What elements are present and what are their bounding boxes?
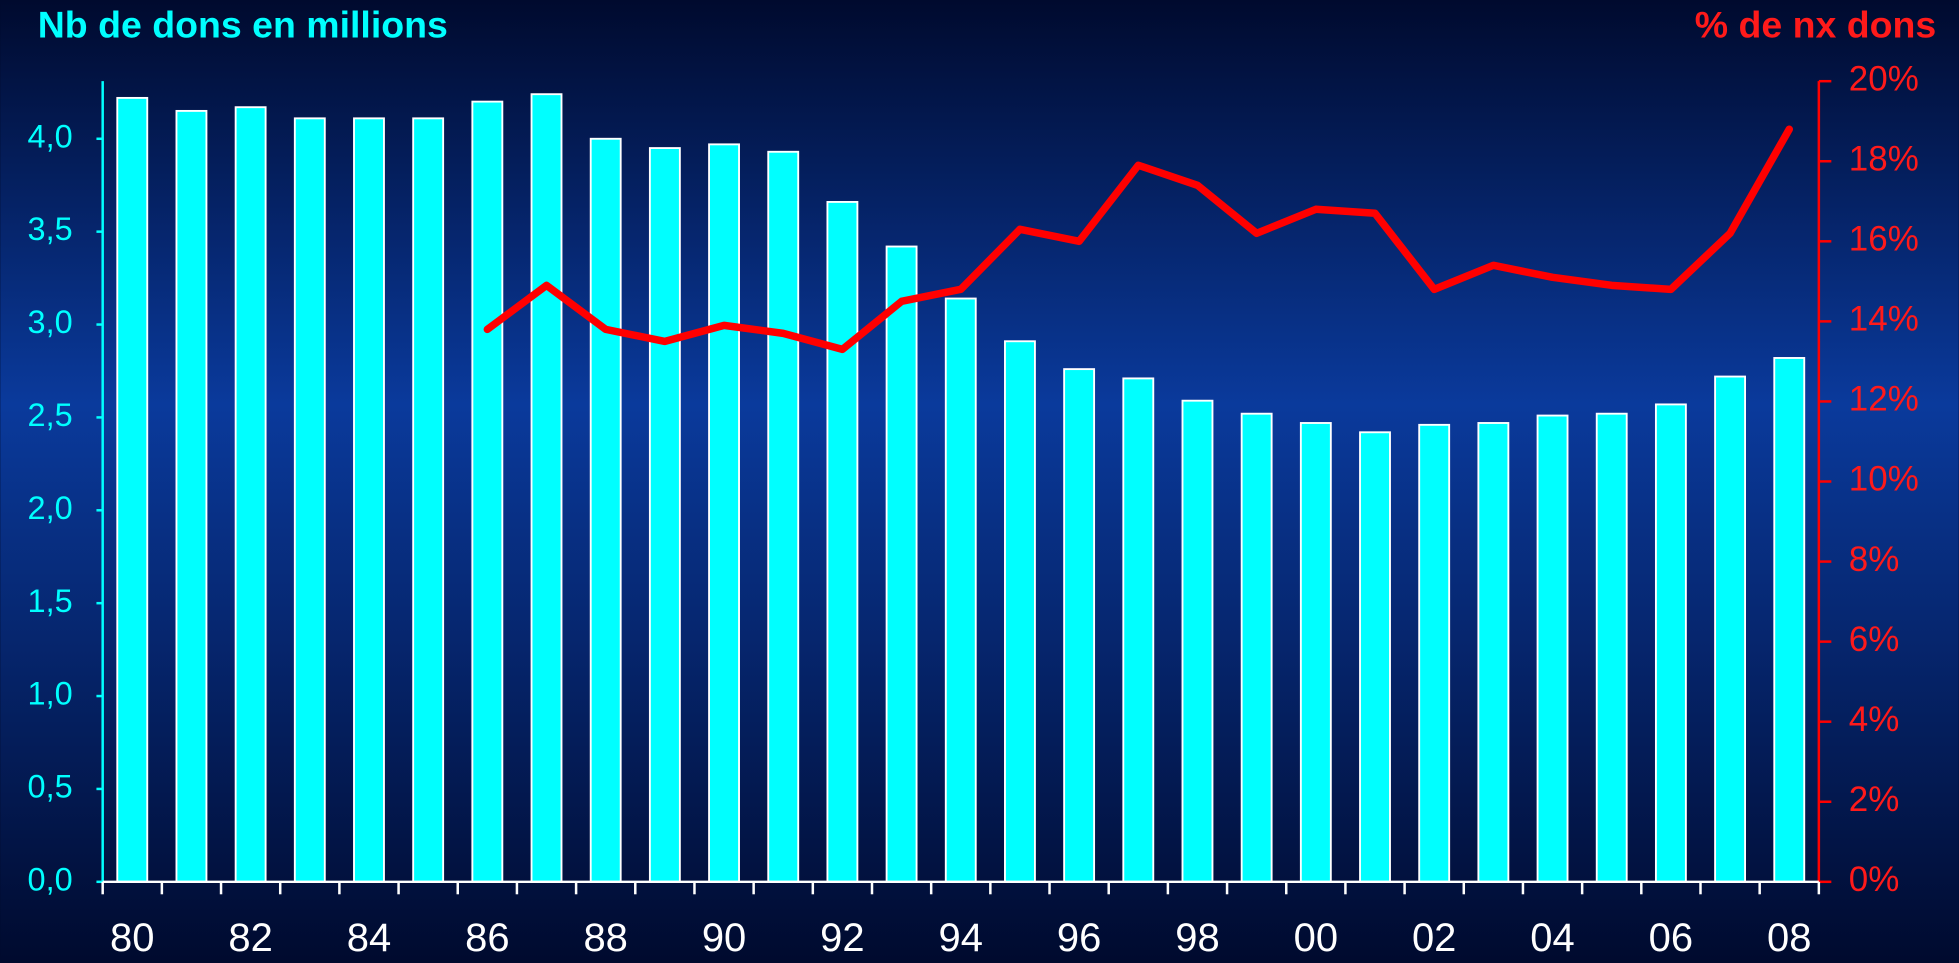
y-tick-label: 3,0: [28, 304, 73, 340]
bar: [944, 297, 977, 883]
bar: [1595, 412, 1628, 883]
y2-tick-label: 12%: [1849, 380, 1919, 419]
y-tick-label: 2,0: [28, 490, 73, 526]
y-tick-label: 3,5: [28, 211, 73, 247]
y-tick-label: 4,0: [28, 118, 73, 154]
bar: [175, 109, 208, 883]
x-tick-label: 96: [1057, 916, 1101, 960]
x-tick-label: 94: [939, 916, 983, 960]
x-tick-label: 92: [820, 916, 864, 960]
chart-title: Nb de dons en millions: [38, 3, 448, 45]
y2-tick-label: 0%: [1849, 860, 1900, 899]
x-tick-label: 08: [1767, 916, 1811, 960]
x-tick-label: 84: [347, 916, 391, 960]
y-tick-label: 1,5: [28, 583, 73, 619]
bar: [1359, 431, 1391, 883]
bar: [1477, 422, 1510, 883]
line: [483, 125, 1794, 354]
y2-tick-label: 8%: [1849, 540, 1900, 579]
x-tick-label: 90: [702, 916, 746, 960]
y-tick-label: 0,0: [28, 861, 73, 897]
bar: [116, 96, 149, 883]
y2-tick-label: 20%: [1849, 59, 1919, 98]
x-tick-label: 86: [465, 916, 509, 960]
bar: [1536, 414, 1569, 883]
x-tick-label: 82: [228, 916, 272, 960]
y2-axis-title: % de nx dons: [1695, 3, 1937, 45]
bar: [648, 147, 681, 883]
bar: [1063, 368, 1096, 883]
y2-tick-label: 16%: [1849, 220, 1919, 259]
bar: [767, 150, 800, 883]
y-tick-label: 1,0: [28, 676, 73, 712]
bar: [1773, 357, 1806, 883]
bar: [353, 117, 385, 883]
x-tick-label: 00: [1294, 916, 1338, 960]
y2-tick-label: 6%: [1849, 620, 1900, 659]
x-tick-label: 88: [583, 916, 627, 960]
bar: [1240, 412, 1273, 883]
bar: [1299, 422, 1332, 883]
bar: [885, 245, 918, 883]
bar: [1004, 340, 1036, 883]
bar: [471, 100, 504, 883]
bar: [1122, 377, 1155, 883]
y2-tick-label: 14%: [1849, 300, 1919, 339]
bar: [1714, 375, 1747, 883]
bar: [412, 117, 445, 883]
bar: [826, 200, 859, 883]
y-tick-label: 2,5: [28, 397, 73, 433]
x-tick-label: 80: [110, 916, 154, 960]
bar: [1418, 423, 1451, 883]
bar: [589, 137, 622, 883]
y2-tick-label: 18%: [1849, 139, 1919, 178]
y2-tick-label: 4%: [1849, 700, 1900, 739]
y2-tick-label: 10%: [1849, 460, 1919, 499]
y2-tick-label: 2%: [1849, 780, 1900, 819]
bar: [530, 93, 563, 883]
x-tick-label: 98: [1175, 916, 1219, 960]
bar: [708, 143, 740, 883]
x-tick-label: 02: [1412, 916, 1456, 960]
bar: [1181, 399, 1214, 883]
x-tick-label: 06: [1649, 916, 1693, 960]
bar: [234, 106, 267, 883]
bar: [1654, 403, 1687, 883]
x-tick-label: 04: [1530, 916, 1574, 960]
bar: [293, 117, 326, 883]
y-tick-label: 0,5: [28, 769, 73, 805]
